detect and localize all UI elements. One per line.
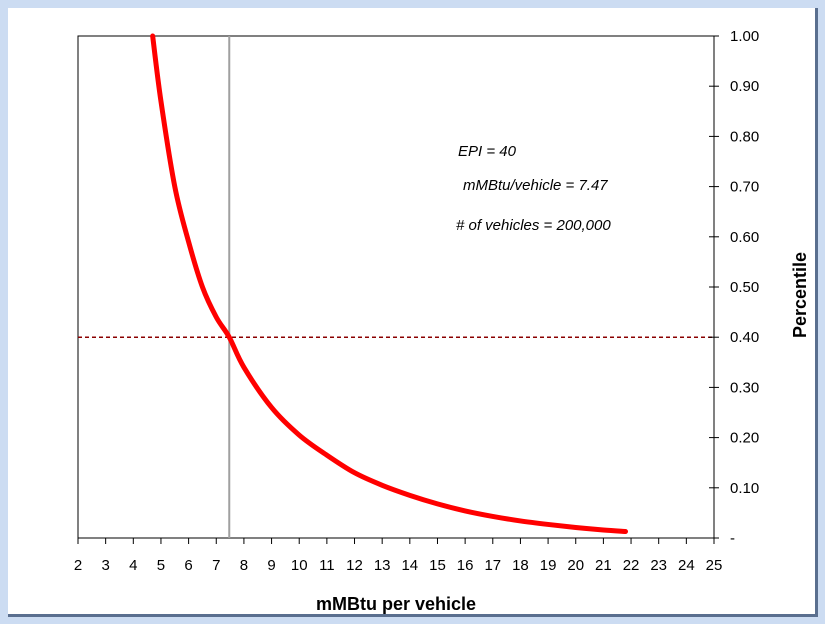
x-tick-label: 3: [101, 557, 109, 574]
y-tick-label: 0.10: [730, 480, 759, 497]
x-tick-label: 6: [184, 557, 192, 574]
x-tick-label: 12: [346, 557, 363, 574]
x-tick-label: 24: [678, 557, 695, 574]
y-tick-label: 0.50: [730, 279, 759, 296]
x-tick-label: 15: [429, 557, 446, 574]
y-tick-label: 0.20: [730, 430, 759, 447]
x-tick-label: 13: [374, 557, 391, 574]
chart-svg: 2 3 4 5 6 7 8 9 10 11 12 13 14 15 16 17 18 19 20 21 22 23 24 25…: [74, 28, 810, 614]
percentile-curve: [150, 33, 629, 534]
x-tick-label: 10: [291, 557, 308, 574]
x-tick-label: 18: [512, 557, 529, 574]
x-tick-label: 19: [540, 557, 557, 574]
annotation-vehicle-count: # of vehicles = 200,000: [456, 217, 611, 234]
x-tick-label: 21: [595, 557, 612, 574]
x-tick-label: 8: [240, 557, 248, 574]
plot-area: [77, 35, 715, 539]
annotation-mmbtu-per-vehicle: mMBtu/vehicle = 7.47: [463, 177, 608, 194]
data-series: [150, 33, 629, 534]
reference-lines: [78, 36, 714, 538]
x-tick-label: 25: [706, 557, 723, 574]
plot-border: [77, 35, 715, 539]
y-tick-label: 0.80: [730, 128, 759, 145]
x-tick-label: 17: [484, 557, 501, 574]
y-tick-label: 1.00: [730, 28, 759, 45]
x-tick-label: 4: [129, 557, 137, 574]
y-axis-title: Percentile: [790, 252, 810, 338]
x-tick-label: 9: [267, 557, 275, 574]
x-tick-label: 14: [401, 557, 418, 574]
y-tick-label: 0.90: [730, 78, 759, 95]
y-axis-ticks: - 0.10 0.20 0.30 0.40 0.50 0.60 0.70 0.80 0.90 1.0…: [709, 28, 759, 547]
x-tick-label: 7: [212, 557, 220, 574]
y-tick-label: 0.60: [730, 229, 759, 246]
x-axis-title: mMBtu per vehicle: [316, 594, 476, 614]
x-tick-label: 20: [567, 557, 584, 574]
y-tick-label: 0.30: [730, 379, 759, 396]
x-tick-label: 11: [319, 557, 335, 574]
x-tick-label: 23: [650, 557, 667, 574]
x-tick-label: 5: [157, 557, 165, 574]
annotation-epi: EPI = 40: [458, 143, 517, 160]
x-tick-label: 22: [623, 557, 640, 574]
y-tick-label: 0.70: [730, 179, 759, 196]
x-axis-ticks: 2 3 4 5 6 7 8 9 10 11 12 13 14 15 16 17 18 19 20 21 22 23 24 25: [74, 538, 723, 574]
x-tick-label: 2: [74, 557, 82, 574]
y-tick-label: 0.40: [730, 329, 759, 346]
chart-frame: 2 3 4 5 6 7 8 9 10 11 12 13 14 15 16 17 18 19 20 21 22 23 24 25…: [8, 8, 818, 617]
x-tick-label: 16: [457, 557, 474, 574]
y-tick-label: -: [730, 530, 735, 547]
